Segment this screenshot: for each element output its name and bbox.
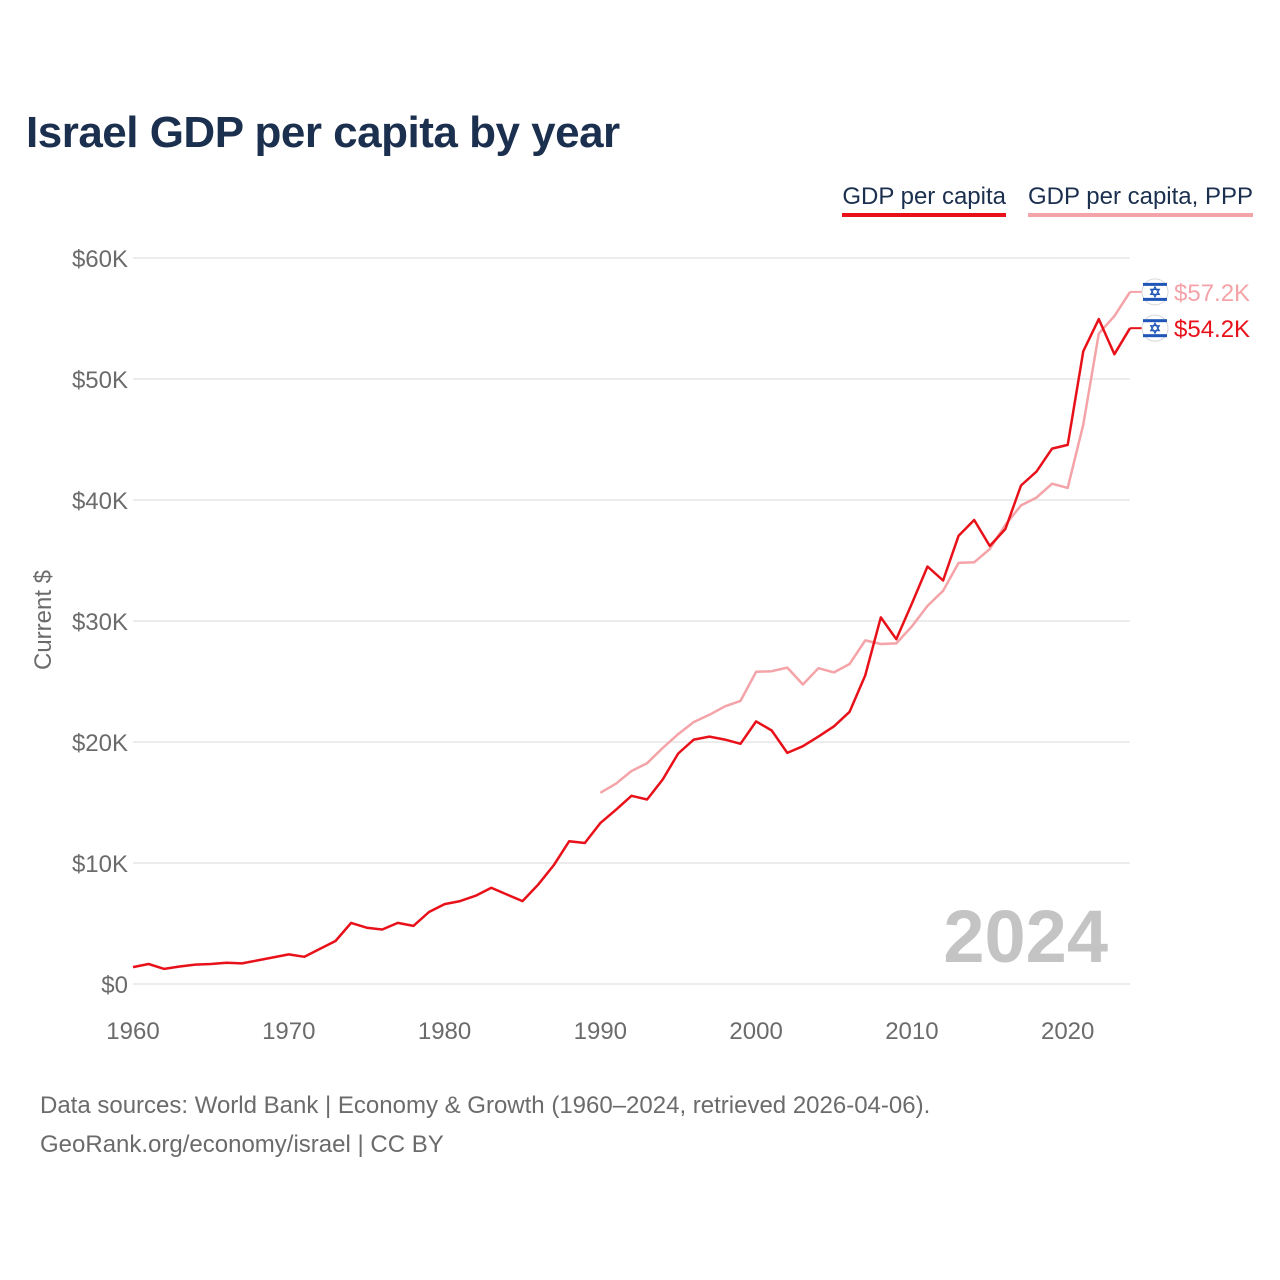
- israel-flag-icon: [1141, 278, 1169, 306]
- israel-flag-icon: [1141, 314, 1169, 342]
- x-tick-label: 2010: [885, 1018, 938, 1045]
- end-value-label-gdp: $54.2K: [1174, 316, 1250, 343]
- series-lines: [132, 291, 1132, 971]
- grid-lines: [133, 257, 1130, 985]
- y-tick-label: $50K: [72, 367, 128, 394]
- flag-stripe-bottom: [1143, 334, 1167, 338]
- series-line-ppp: [599, 291, 1132, 794]
- series-line-gdp: [132, 317, 1132, 971]
- y-axis-ticks: $0 $10K $20K $30K $40K $50K $60K: [72, 246, 128, 999]
- y-axis-label: Current $: [30, 570, 57, 670]
- x-tick-label: 2020: [1041, 1018, 1094, 1045]
- x-tick-label: 1960: [106, 1018, 159, 1045]
- flag-stripe-bottom: [1143, 297, 1167, 301]
- x-tick-label: 1980: [418, 1018, 471, 1045]
- year-watermark: 2024: [943, 895, 1108, 978]
- y-tick-label: $20K: [72, 730, 128, 757]
- y-tick-label: $0: [101, 972, 128, 999]
- end-value-label-ppp: $57.2K: [1174, 280, 1250, 307]
- star-of-david-icon: [1149, 321, 1161, 335]
- source-note: Data sources: World Bank | Economy & Gro…: [40, 1086, 930, 1164]
- y-tick-label: $30K: [72, 609, 128, 636]
- flag-stripe-top: [1143, 319, 1167, 323]
- y-tick-label: $60K: [72, 246, 128, 273]
- source-line-1: Data sources: World Bank | Economy & Gro…: [40, 1092, 931, 1119]
- chart-title: Israel GDP per capita by year: [26, 108, 620, 157]
- x-tick-label: 1970: [262, 1018, 315, 1045]
- source-line-2[interactable]: GeoRank.org/economy/israel | CC BY: [40, 1131, 444, 1158]
- end-labels: $57.2K $54.2K: [1130, 278, 1250, 343]
- x-axis-ticks: 1960 1970 1980 1990 2000 2010 2020: [106, 1018, 1094, 1045]
- legend-item-gdp-per-capita-ppp[interactable]: GDP per capita, PPP: [1028, 183, 1253, 217]
- x-tick-label: 2000: [729, 1018, 782, 1045]
- flag-background: [1141, 314, 1169, 342]
- y-tick-label: $10K: [72, 851, 128, 878]
- y-tick-label: $40K: [72, 488, 128, 515]
- legend-item-gdp-per-capita[interactable]: GDP per capita: [842, 183, 1006, 217]
- flag-stripe-top: [1143, 282, 1167, 286]
- star-of-david-icon: [1149, 285, 1161, 299]
- legend: GDP per capita GDP per capita, PPP: [842, 183, 1253, 217]
- flag-background: [1141, 278, 1169, 306]
- x-tick-label: 1990: [574, 1018, 627, 1045]
